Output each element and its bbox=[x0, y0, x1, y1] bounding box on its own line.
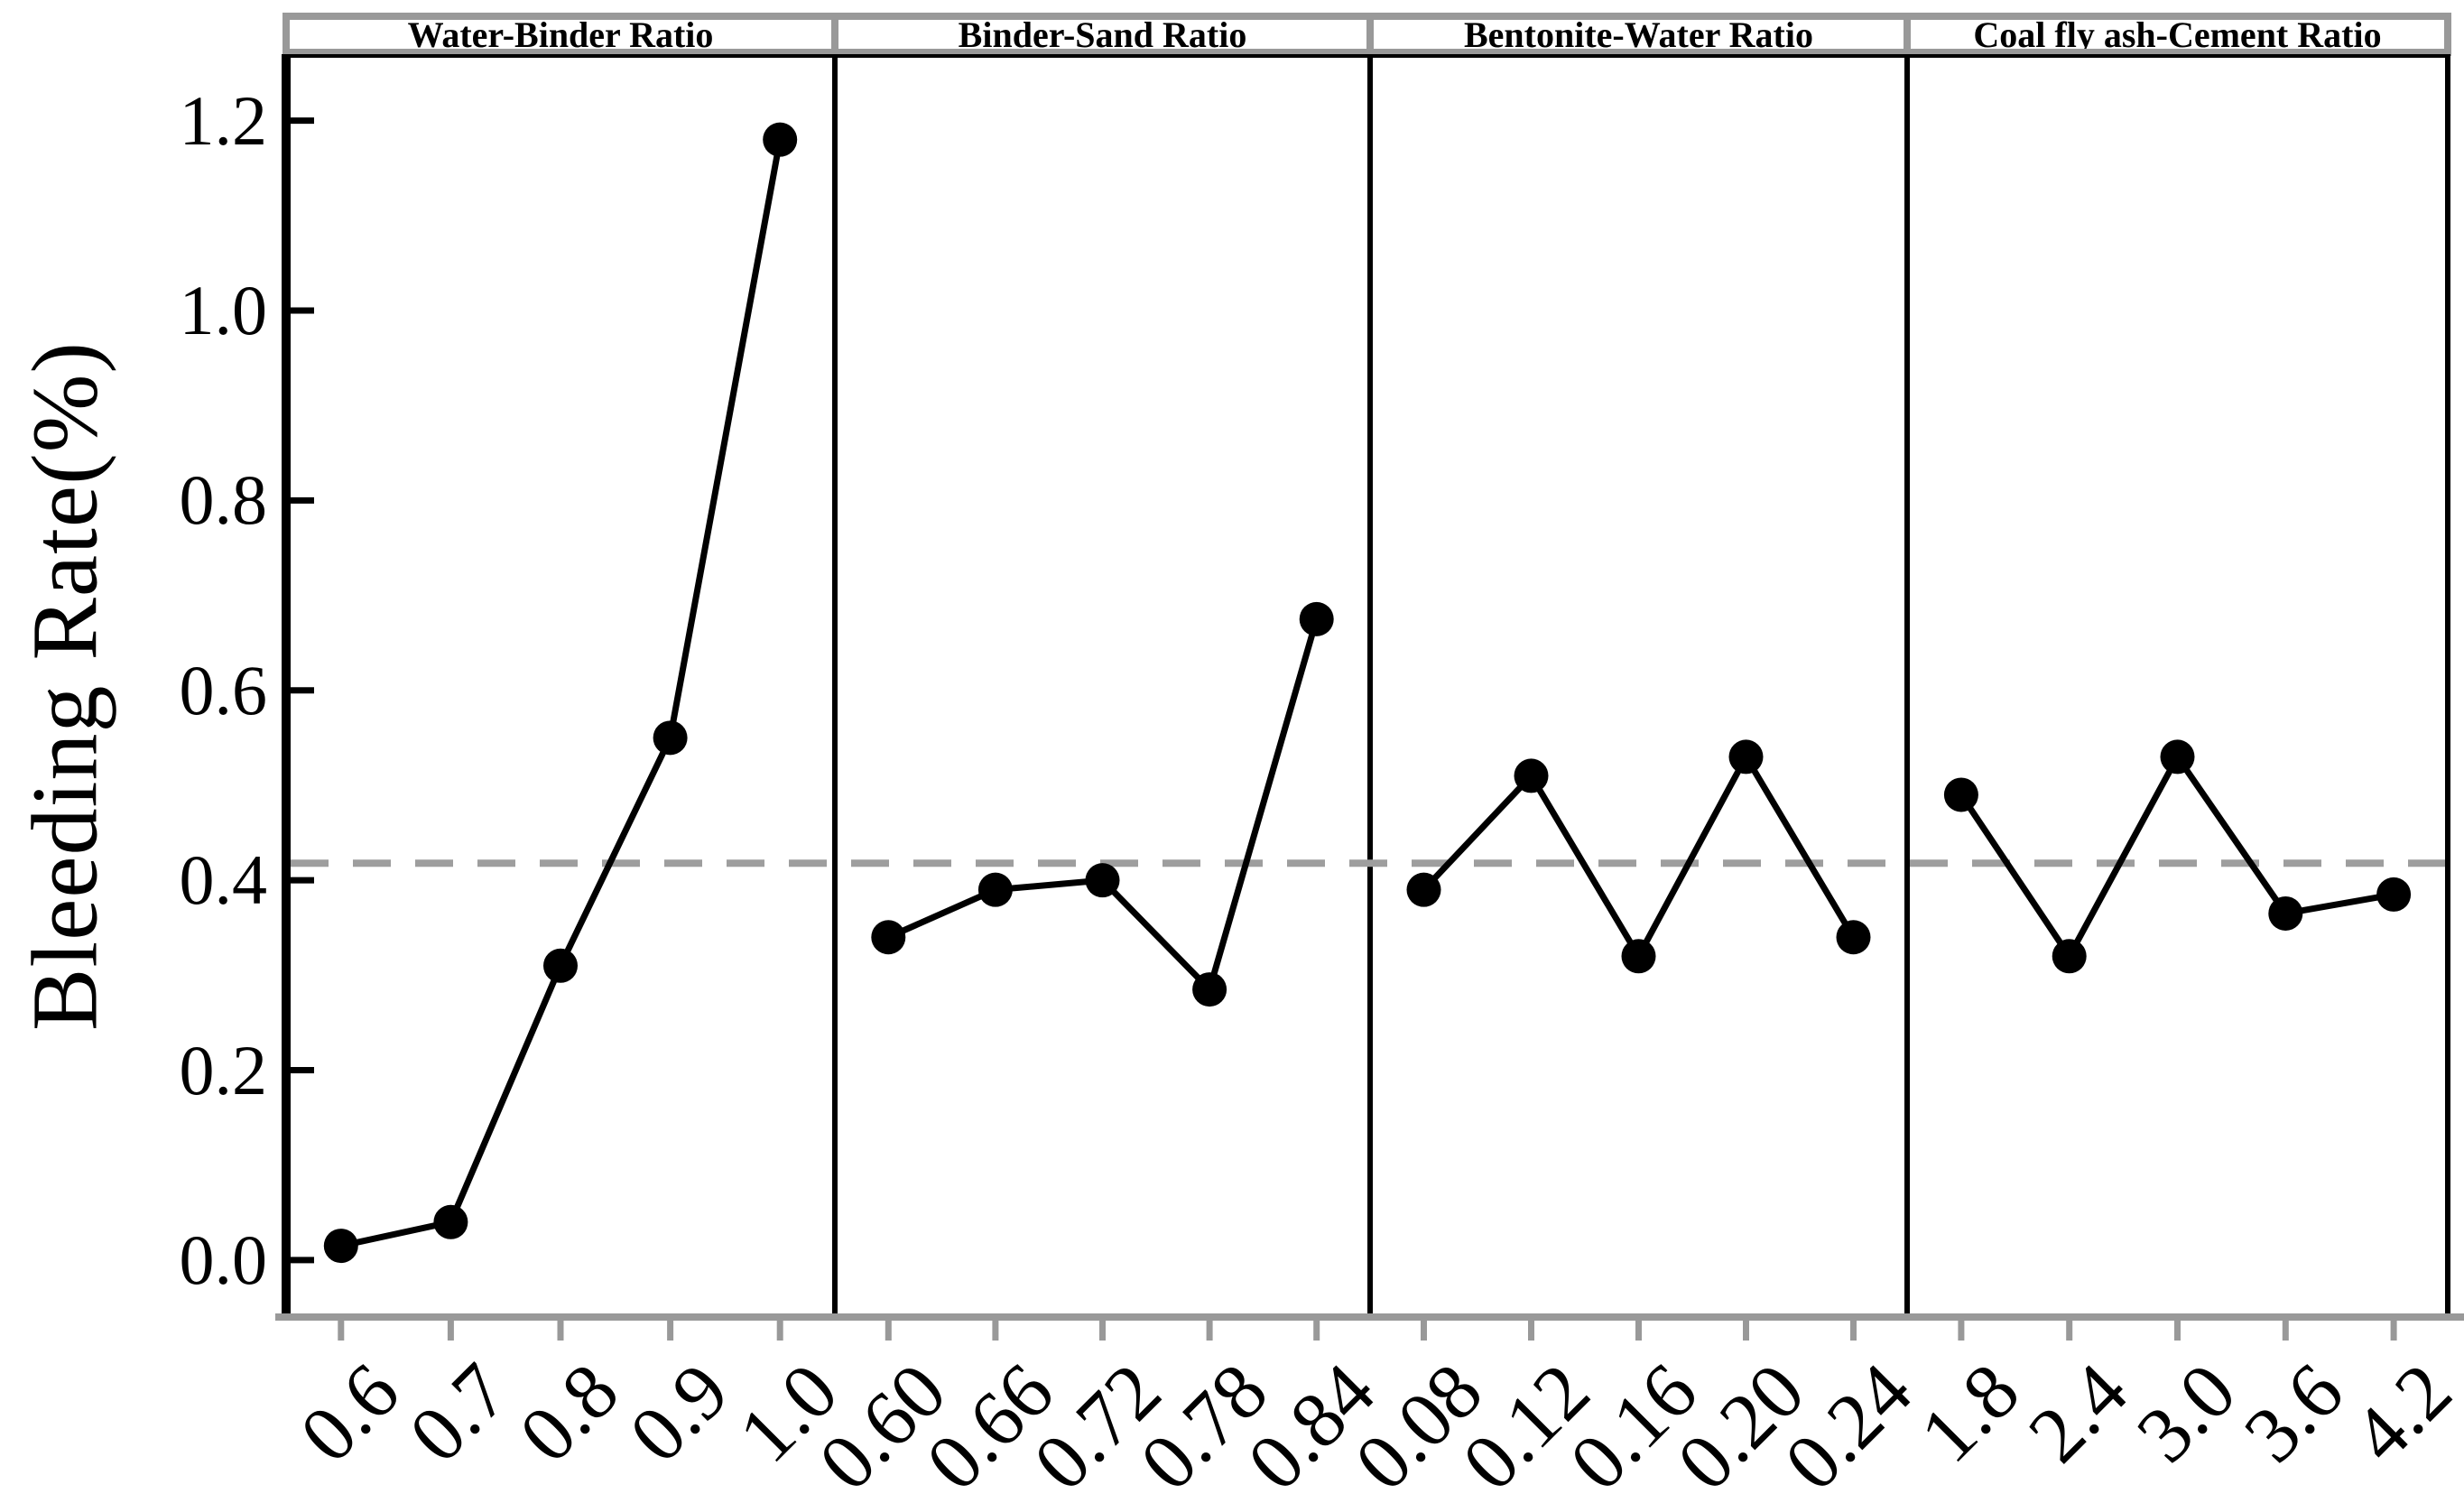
data-line bbox=[338, 136, 783, 1249]
header-band-divider bbox=[2444, 13, 2451, 56]
x-tick-mark bbox=[1635, 1321, 1642, 1341]
data-point bbox=[871, 920, 906, 955]
x-tick-mark bbox=[2174, 1321, 2181, 1341]
data-point bbox=[1943, 777, 1978, 812]
x-tick-mark bbox=[1743, 1321, 1749, 1341]
panel-divider bbox=[1367, 54, 1373, 1317]
x-tick-mark bbox=[447, 1321, 454, 1341]
x-tick-mark bbox=[885, 1321, 892, 1341]
panel-divider bbox=[1904, 54, 1910, 1317]
y-tick-label: 0.6 bbox=[179, 650, 268, 729]
data-point bbox=[763, 122, 798, 157]
data-point bbox=[323, 1229, 358, 1264]
x-tick-mark bbox=[2066, 1321, 2073, 1341]
data-point bbox=[543, 948, 578, 983]
x-tick-mark bbox=[667, 1321, 674, 1341]
panel-header-binder-sand: Binder-Sand Ratio bbox=[838, 14, 1366, 55]
y-tick-label: 0.8 bbox=[179, 460, 268, 540]
panel-header-bentonite-water: Bentonite-Water Ratio bbox=[1374, 14, 1904, 55]
x-tick-mark bbox=[1313, 1321, 1320, 1341]
data-point bbox=[1621, 939, 1656, 974]
data-line bbox=[885, 616, 1320, 993]
y-tick-label: 0.4 bbox=[179, 840, 268, 920]
data-point bbox=[653, 720, 688, 756]
y-tick-mark bbox=[291, 1257, 314, 1264]
data-point bbox=[2052, 939, 2087, 974]
x-tick-mark bbox=[557, 1321, 564, 1341]
y-tick-mark bbox=[291, 117, 314, 125]
y-tick-label: 1.0 bbox=[179, 271, 268, 349]
data-line bbox=[1421, 753, 1857, 960]
y-tick-mark bbox=[291, 877, 314, 884]
data-point bbox=[1406, 872, 1441, 907]
data-point bbox=[977, 872, 1013, 907]
data-point bbox=[2160, 739, 2195, 775]
x-tick-mark bbox=[1850, 1321, 1857, 1341]
right-spine bbox=[2445, 54, 2450, 1317]
header-band-divider bbox=[1904, 13, 1911, 56]
data-point bbox=[1299, 601, 1334, 636]
data-point bbox=[2376, 877, 2412, 912]
panel-divider bbox=[832, 54, 838, 1317]
data-line bbox=[1958, 753, 2397, 960]
x-tick-mark bbox=[1206, 1321, 1213, 1341]
x-tick-mark bbox=[776, 1321, 783, 1341]
x-tick-mark bbox=[1421, 1321, 1427, 1341]
x-tick-mark bbox=[1099, 1321, 1106, 1341]
data-point bbox=[2268, 895, 2303, 931]
header-band-divider bbox=[283, 13, 290, 56]
x-tick-mark bbox=[338, 1321, 345, 1341]
x-tick-mark bbox=[2282, 1321, 2289, 1341]
y-tick-mark bbox=[291, 307, 314, 314]
x-tick-mark bbox=[1528, 1321, 1534, 1341]
data-point bbox=[433, 1204, 468, 1239]
y-tick-label: 1.2 bbox=[179, 80, 268, 160]
data-point bbox=[1514, 758, 1549, 793]
y-tick-mark bbox=[291, 496, 314, 504]
x-tick-mark bbox=[1958, 1321, 1965, 1341]
data-point bbox=[1728, 739, 1764, 775]
y-tick-mark bbox=[291, 1067, 314, 1074]
panel-header-coal-fly-ash-cement: Coal fly ash-Cement Ratio bbox=[1911, 14, 2444, 55]
x-tick-mark bbox=[992, 1321, 999, 1341]
header-band-divider bbox=[831, 13, 838, 56]
top-spine bbox=[282, 54, 2450, 58]
header-band-divider bbox=[1366, 13, 1374, 56]
y-axis-spine bbox=[282, 54, 291, 1317]
y-tick-label: 0.0 bbox=[179, 1220, 268, 1299]
y-tick-label: 0.2 bbox=[179, 1030, 268, 1109]
panel-header-water-binder: Water-Binder Ratio bbox=[290, 14, 831, 55]
y-tick-mark bbox=[291, 687, 314, 694]
data-point bbox=[1085, 863, 1120, 898]
x-tick-mark bbox=[2390, 1321, 2397, 1341]
data-point bbox=[1836, 920, 1871, 955]
data-point bbox=[1192, 972, 1227, 1007]
x-axis-line bbox=[275, 1313, 2464, 1321]
